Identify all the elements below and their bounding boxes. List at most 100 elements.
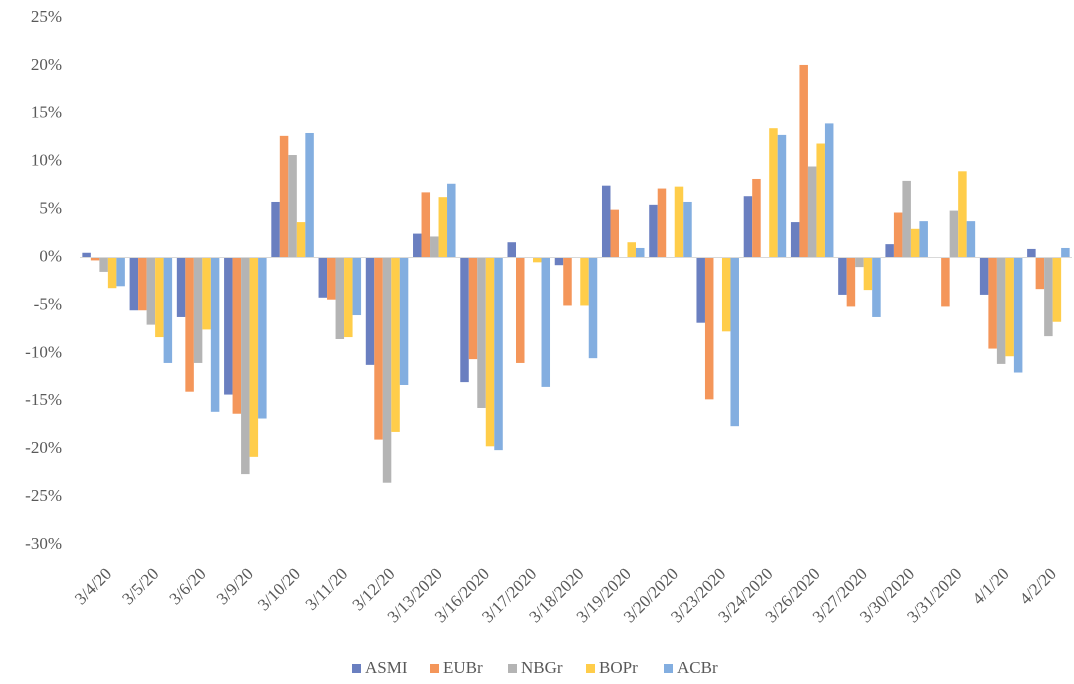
bar — [352, 257, 362, 316]
bar — [305, 132, 314, 258]
bar — [374, 257, 383, 440]
bar — [588, 257, 598, 359]
bar — [846, 257, 856, 307]
x-tick-label: 3/4/20 — [71, 564, 115, 608]
bar — [327, 257, 336, 300]
bar — [318, 257, 328, 298]
bar — [635, 247, 645, 258]
bar — [202, 257, 211, 330]
bar — [90, 257, 100, 261]
bar — [683, 201, 692, 258]
bar — [730, 257, 739, 427]
bar — [296, 222, 306, 258]
bar — [279, 135, 289, 258]
y-tick-label: -15% — [25, 390, 62, 409]
y-tick-label: 15% — [31, 103, 62, 122]
bar — [855, 257, 864, 268]
bar — [507, 242, 517, 258]
x-tick-label: 3/5/20 — [118, 564, 162, 608]
bar — [1052, 257, 1062, 322]
bar — [485, 257, 495, 447]
bar — [335, 257, 345, 339]
bar — [163, 257, 173, 363]
bar — [941, 257, 950, 307]
legend-label: NBGr — [521, 658, 563, 677]
bar — [769, 128, 778, 258]
bar — [1061, 247, 1070, 258]
bar — [382, 257, 392, 483]
bar — [554, 257, 564, 266]
bar — [752, 178, 761, 258]
bar — [138, 257, 147, 311]
y-tick-label: -5% — [34, 294, 62, 313]
legend-swatch — [664, 664, 673, 673]
bar — [146, 257, 156, 325]
bar — [82, 252, 91, 258]
bar — [704, 257, 714, 400]
bar — [399, 257, 409, 385]
bar — [460, 257, 469, 383]
bar — [721, 257, 731, 332]
bar — [155, 257, 164, 338]
y-tick-label: 25% — [31, 7, 62, 26]
x-tick-label: 3/10/20 — [254, 564, 304, 614]
bar — [176, 257, 186, 317]
y-tick-label: 10% — [31, 151, 62, 170]
legend-swatch — [508, 664, 517, 673]
y-tick-label: -30% — [25, 534, 62, 553]
legend-label: BOPr — [599, 658, 638, 677]
bar — [1005, 257, 1014, 357]
bar — [563, 257, 572, 306]
bar — [391, 257, 400, 432]
x-tick-label: 4/2/20 — [1016, 564, 1060, 608]
bar — [979, 257, 989, 295]
bar — [996, 257, 1006, 364]
bar — [919, 221, 928, 258]
bar — [610, 209, 619, 258]
bar — [344, 257, 353, 338]
legend-swatch — [352, 664, 361, 673]
bar — [271, 201, 280, 258]
bar — [541, 257, 551, 387]
bar — [601, 185, 611, 258]
bar — [872, 257, 881, 317]
bar — [447, 183, 456, 258]
bar — [790, 222, 800, 258]
bar — [1035, 257, 1045, 290]
bar — [649, 204, 658, 258]
bar — [807, 166, 817, 258]
bar — [365, 257, 375, 365]
bar — [107, 257, 117, 289]
y-tick-label: 20% — [31, 55, 62, 74]
bar — [816, 143, 825, 258]
bar — [902, 180, 911, 258]
bar — [413, 233, 422, 258]
x-tick-label: 3/9/20 — [213, 564, 257, 608]
bar — [533, 257, 542, 263]
bar — [966, 221, 976, 258]
bar — [438, 197, 448, 258]
bar — [185, 257, 194, 392]
bar — [193, 257, 203, 363]
bar — [258, 257, 267, 419]
y-tick-label: -20% — [25, 438, 62, 457]
x-tick-label: 3/11/20 — [302, 564, 352, 614]
legend-swatch — [586, 664, 595, 673]
bar — [988, 257, 997, 349]
bar — [743, 196, 753, 258]
bar — [893, 212, 903, 258]
bar — [627, 242, 636, 258]
bar — [232, 257, 242, 414]
bar — [477, 257, 486, 408]
y-tick-label: -10% — [25, 342, 62, 361]
y-tick-label: -25% — [25, 486, 62, 505]
legend-label: EUBr — [443, 658, 483, 677]
bar — [1044, 257, 1053, 337]
bar — [958, 171, 967, 258]
bar — [580, 257, 589, 306]
bar — [696, 257, 705, 323]
bar — [863, 257, 873, 291]
bar — [421, 192, 431, 258]
legend-swatch — [430, 664, 439, 673]
